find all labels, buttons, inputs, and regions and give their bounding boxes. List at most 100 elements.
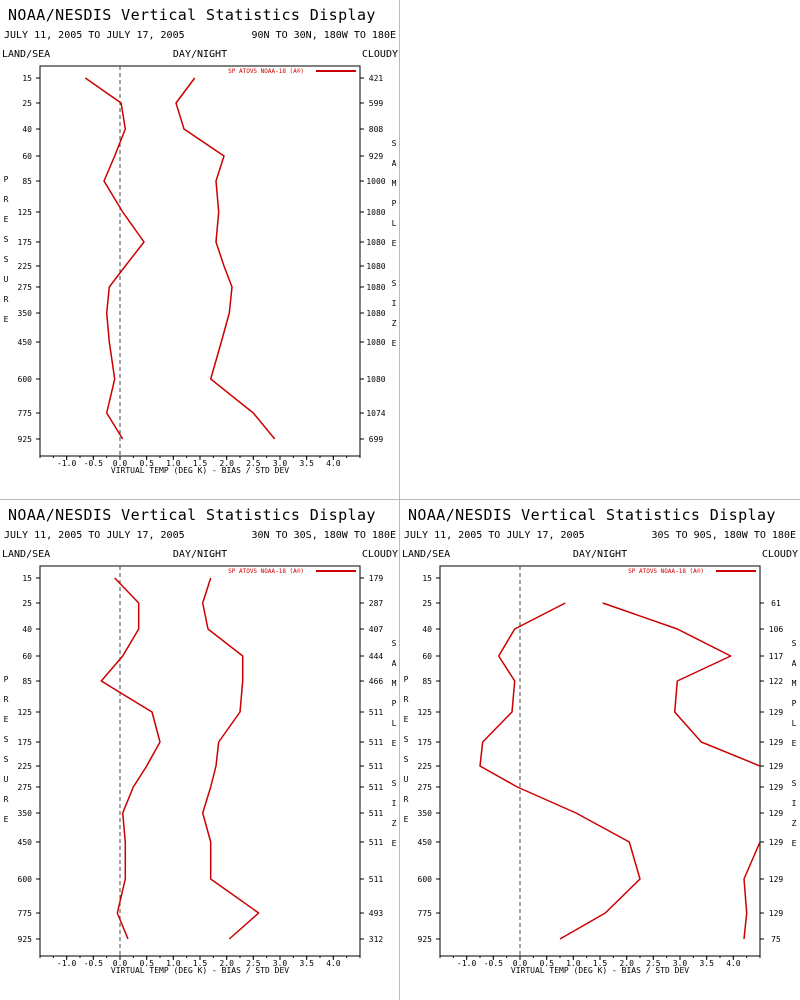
sample-size-title-letter: S xyxy=(392,639,397,648)
y-axis-title-letter: R xyxy=(4,295,9,304)
horizontal-divider xyxy=(0,499,800,500)
x-axis-title: VIRTUAL TEMP (DEG K) - BIAS / STD DEV xyxy=(511,966,689,975)
series-line-std_dev xyxy=(201,577,260,940)
date-range: JULY 11, 2005 TO JULY 17, 2005 xyxy=(404,530,585,541)
y-axis-title-letter: S xyxy=(4,755,9,764)
y-axis-title-letter: S xyxy=(4,255,9,264)
y-axis-title-letter: R xyxy=(404,695,409,704)
sample-size-label: 129 xyxy=(769,875,784,884)
pressure-level-label: 450 xyxy=(18,338,33,347)
sample-size-label: 129 xyxy=(769,762,784,771)
sample-size-label: 1000 xyxy=(366,177,385,186)
legend-label: SP ATOVS NOAA-18 (A®) xyxy=(628,568,704,575)
x-tick-label: -1.0 xyxy=(457,959,476,968)
plot-area: -1.0 -0.5 0.0 0.5 1.0 1.5 2.0 2.5 3.0 3.5 4.0 VIRTU… xyxy=(404,565,797,975)
sample-size-label: 466 xyxy=(369,677,384,686)
pressure-level-label: 40 xyxy=(422,625,432,634)
pressure-level-label: 60 xyxy=(422,652,432,661)
sample-size-label: 75 xyxy=(771,935,781,944)
region-label: 90N TO 30N, 180W TO 180E xyxy=(252,30,397,41)
sample-size-title-letter: S xyxy=(392,779,397,788)
y-axis-title-letter: E xyxy=(4,815,9,824)
pressure-level-label: 775 xyxy=(418,909,433,918)
sample-size-title-letter: S xyxy=(792,639,797,648)
sample-size-label: 511 xyxy=(369,783,384,792)
sample-size-title-letter: M xyxy=(392,679,397,688)
sample-size-title-letter: M xyxy=(392,179,397,188)
x-tick-label: 2.0 xyxy=(619,959,634,968)
pressure-level-label: 25 xyxy=(22,599,32,608)
x-tick-label: 2.5 xyxy=(246,959,261,968)
x-tick-label: 4.0 xyxy=(726,959,741,968)
pressure-level-label: 125 xyxy=(418,708,433,717)
pressure-level-label: 175 xyxy=(18,738,33,747)
sample-size-title-letter: E xyxy=(392,239,397,248)
sample-size-title-letter: M xyxy=(792,679,797,688)
page-title: NOAA/NESDIS Vertical Statistics Display xyxy=(8,506,376,524)
sample-size-label: 61 xyxy=(771,599,781,608)
sample-size-label: 129 xyxy=(769,783,784,792)
pressure-level-label: 125 xyxy=(18,208,33,217)
sample-size-title-letter: S xyxy=(392,279,397,288)
sample-size-title-letter: A xyxy=(792,659,797,668)
x-tick-label: 0.0 xyxy=(113,959,128,968)
pressure-level-label: 40 xyxy=(22,125,32,134)
sample-size-title-letter: E xyxy=(392,339,397,348)
sample-size-label: 129 xyxy=(769,809,784,818)
pressure-level-label: 450 xyxy=(18,838,33,847)
date-range: JULY 11, 2005 TO JULY 17, 2005 xyxy=(4,30,185,41)
sample-size-label: 1080 xyxy=(366,338,385,347)
sample-size-label: 421 xyxy=(369,74,384,83)
pressure-level-label: 350 xyxy=(418,809,433,818)
x-tick-label: 3.0 xyxy=(273,459,288,468)
pressure-level-label: 450 xyxy=(418,838,433,847)
sample-size-label: 808 xyxy=(369,125,384,134)
cloudy-label: CLOUDY xyxy=(762,549,798,560)
page-title: NOAA/NESDIS Vertical Statistics Display xyxy=(408,506,776,524)
y-axis-title-letter: U xyxy=(404,775,409,784)
y-axis-title-letter: E xyxy=(404,715,409,724)
sample-size-title-letter: S xyxy=(792,779,797,788)
cloudy-label: CLOUDY xyxy=(362,49,398,60)
x-tick-label: -1.0 xyxy=(57,959,76,968)
chart-panel-30s-90s: NOAA/NESDIS Vertical Statistics Display … xyxy=(400,500,800,1000)
sample-size-label: 1080 xyxy=(366,208,385,217)
y-axis-title-letter: S xyxy=(404,755,409,764)
y-axis-title-letter: U xyxy=(4,275,9,284)
sample-size-title-letter: A xyxy=(392,159,397,168)
sample-size-title-letter: Z xyxy=(792,819,797,828)
sample-size-label: 699 xyxy=(369,435,384,444)
sample-size-title-letter: L xyxy=(792,719,797,728)
pressure-level-label: 60 xyxy=(22,652,32,661)
x-axis-title: VIRTUAL TEMP (DEG K) - BIAS / STD DEV xyxy=(111,966,289,975)
x-tick-label: 0.5 xyxy=(139,959,154,968)
chart-svg-30n-30s: NOAA/NESDIS Vertical Statistics Display … xyxy=(2,506,398,975)
sample-size-label: 129 xyxy=(769,708,784,717)
x-tick-label: 3.5 xyxy=(299,959,314,968)
x-tick-label: -0.5 xyxy=(484,959,503,968)
sample-size-label: 929 xyxy=(369,152,384,161)
y-axis-title-letter: U xyxy=(4,775,9,784)
pressure-level-label: 40 xyxy=(22,625,32,634)
legend-label: SP ATOVS NOAA-18 (A®) xyxy=(228,568,304,575)
pressure-level-label: 25 xyxy=(422,599,432,608)
y-axis-title-letter: P xyxy=(4,175,9,184)
pressure-level-label: 600 xyxy=(18,875,33,884)
sample-size-title-letter: A xyxy=(392,659,397,668)
x-tick-label: -0.5 xyxy=(84,459,103,468)
sample-size-label: 511 xyxy=(369,809,384,818)
pressure-level-label: 60 xyxy=(22,152,32,161)
region-label: 30N TO 30S, 180W TO 180E xyxy=(252,530,397,541)
sample-size-label: 117 xyxy=(769,652,784,661)
pressure-level-label: 125 xyxy=(18,708,33,717)
chart-panel-30n-30s: NOAA/NESDIS Vertical Statistics Display … xyxy=(0,500,400,1000)
x-tick-label: 1.5 xyxy=(593,959,608,968)
sample-size-label: 511 xyxy=(369,762,384,771)
pressure-level-label: 775 xyxy=(18,409,33,418)
x-tick-label: 0.0 xyxy=(113,459,128,468)
pressure-level-label: 175 xyxy=(18,238,33,247)
pressure-level-label: 275 xyxy=(18,783,33,792)
sample-size-label: 511 xyxy=(369,838,384,847)
series-line-std_dev xyxy=(175,77,276,440)
sample-size-label: 493 xyxy=(369,909,384,918)
